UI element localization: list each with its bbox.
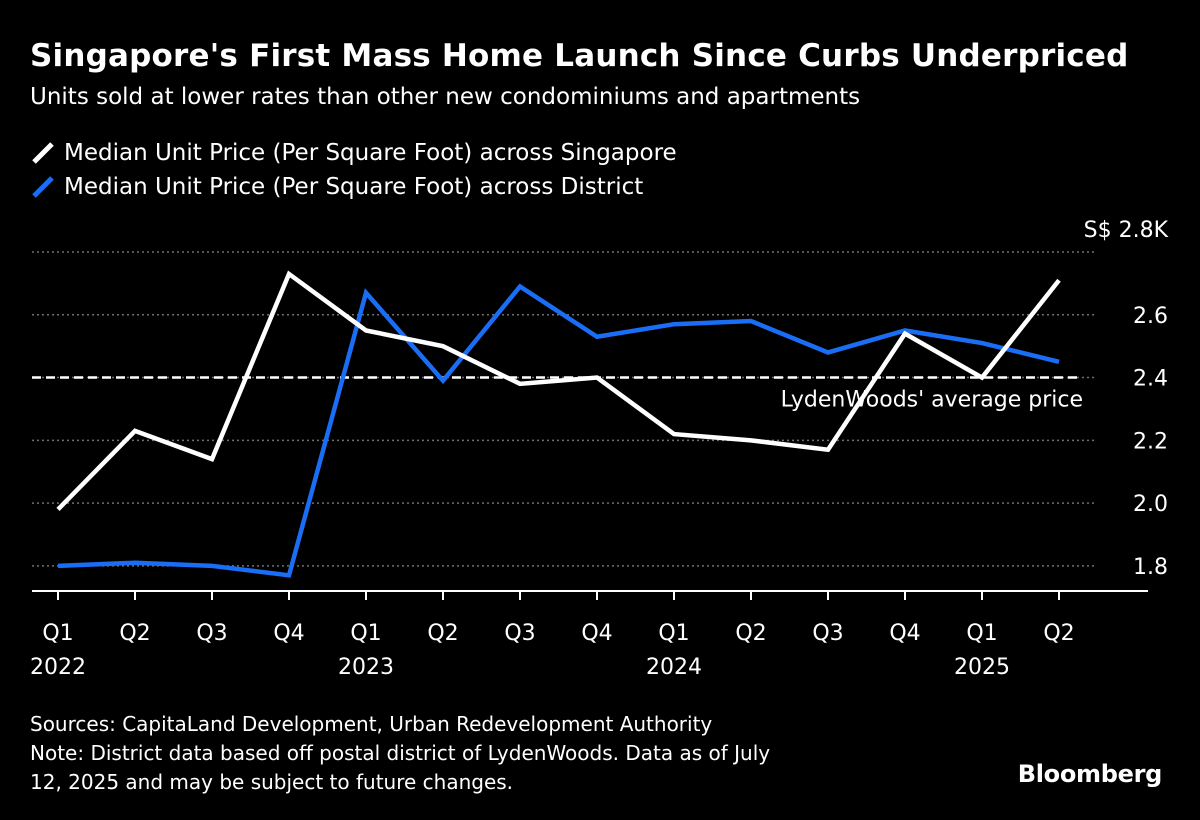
chart-title: Singapore's First Mass Home Launch Since… bbox=[30, 38, 1129, 74]
y-tick-label: 2.4 bbox=[1133, 367, 1168, 392]
x-tick-label: Q2 bbox=[427, 621, 458, 646]
x-tick-label: Q4 bbox=[889, 621, 920, 646]
reference-line-label: LydenWoods' average price bbox=[781, 388, 1083, 413]
footer: Sources: CapitaLand Development, Urban R… bbox=[30, 710, 790, 797]
bloomberg-logo: Bloomberg bbox=[1017, 760, 1163, 788]
x-tick-label: Q2 bbox=[735, 621, 766, 646]
x-tick-label: Q3 bbox=[196, 621, 227, 646]
x-year-label: 2022 bbox=[30, 655, 86, 680]
tick-labels: S$ 2.8K 2.6 2.4 2.2 2.0 1.8 Q1 Q2 Q3 Q4 Q1 Q2 Q3 Q4 Q1… bbox=[30, 218, 1169, 680]
y-tick-label: 2.2 bbox=[1133, 429, 1168, 454]
y-tick-label: 2.0 bbox=[1133, 492, 1168, 517]
y-tick-label: 1.8 bbox=[1133, 555, 1168, 580]
x-tick-label: Q1 bbox=[42, 621, 73, 646]
x-tick-label: Q4 bbox=[273, 621, 304, 646]
x-tick-label: Q1 bbox=[350, 621, 381, 646]
x-year-label: 2025 bbox=[954, 655, 1010, 680]
legend-item-district: Median Unit Price (Per Square Foot) acro… bbox=[30, 170, 677, 204]
x-tick-label: Q1 bbox=[658, 621, 689, 646]
series-line-singapore bbox=[56, 270, 1061, 511]
y-tick-label: 2.6 bbox=[1133, 304, 1168, 329]
x-tick-label: Q4 bbox=[581, 621, 612, 646]
legend-swatch-district bbox=[32, 176, 54, 198]
series-line-district bbox=[57, 283, 1060, 578]
y-tick-label: S$ 2.8K bbox=[1084, 218, 1169, 243]
chart-subtitle: Units sold at lower rates than other new… bbox=[30, 84, 861, 110]
note-text: Note: District data based off postal dis… bbox=[30, 741, 771, 794]
x-year-label: 2024 bbox=[646, 655, 702, 680]
x-tick-label: Q1 bbox=[966, 621, 997, 646]
x-tick-label: Q2 bbox=[119, 621, 150, 646]
series-lines bbox=[56, 270, 1061, 578]
x-year-label: 2023 bbox=[338, 655, 394, 680]
legend-label-singapore: Median Unit Price (Per Square Foot) acro… bbox=[64, 140, 677, 166]
legend-item-singapore: Median Unit Price (Per Square Foot) acro… bbox=[30, 136, 677, 170]
line-chart: LydenWoods' average price S$ 2.8K 2.6 2.4 2… bbox=[30, 218, 1169, 680]
sources-text: Sources: CapitaLand Development, Urban R… bbox=[30, 712, 713, 736]
x-tick-label: Q2 bbox=[1043, 621, 1074, 646]
reference-line-group: LydenWoods' average price bbox=[32, 376, 1083, 413]
legend-label-district: Median Unit Price (Per Square Foot) acro… bbox=[64, 174, 644, 200]
legend-swatch-singapore bbox=[32, 142, 54, 164]
x-axis bbox=[32, 590, 1148, 600]
legend: Median Unit Price (Per Square Foot) acro… bbox=[30, 136, 677, 204]
x-tick-label: Q3 bbox=[812, 621, 843, 646]
x-tick-label: Q3 bbox=[504, 621, 535, 646]
